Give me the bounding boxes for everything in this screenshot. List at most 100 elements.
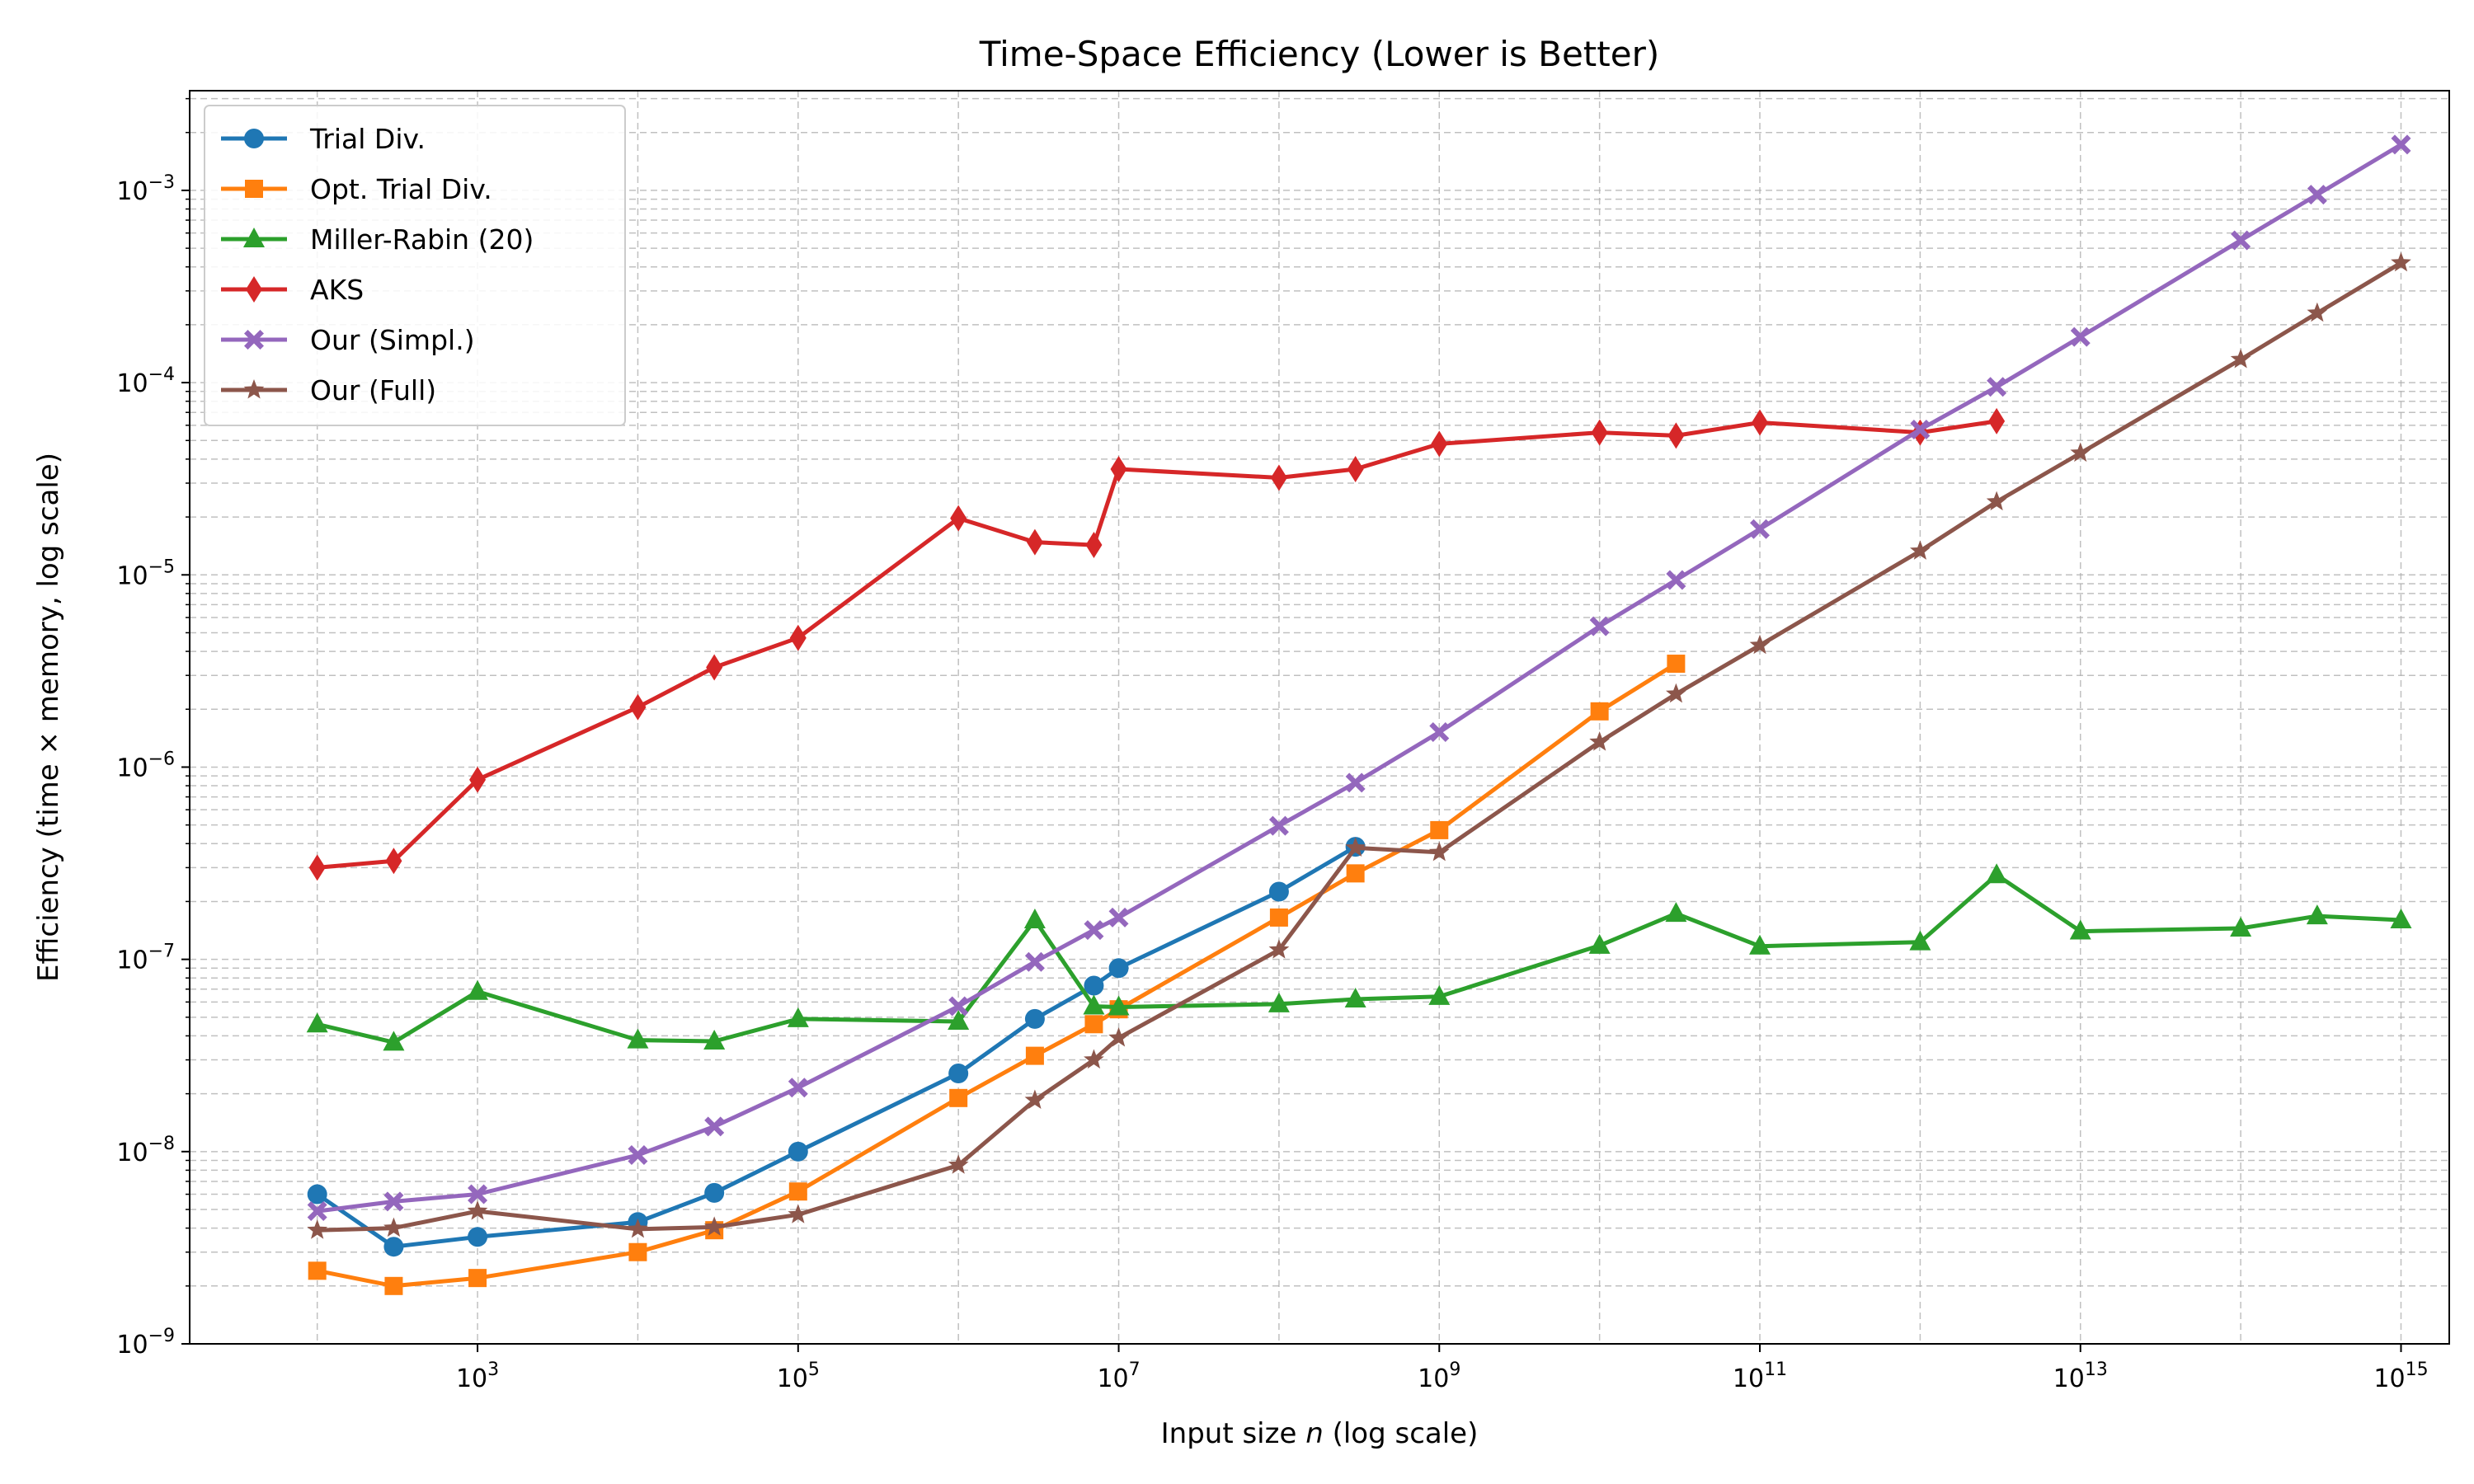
data-point bbox=[1108, 1026, 1129, 1047]
data-point bbox=[383, 1237, 404, 1257]
data-point bbox=[383, 1031, 405, 1051]
x-tick-label: 107 bbox=[1097, 1360, 1140, 1393]
data-point bbox=[1344, 988, 1366, 1008]
data-point bbox=[1108, 907, 1129, 928]
data-point bbox=[703, 1216, 725, 1236]
legend-item: Trial Div. bbox=[221, 123, 426, 155]
data-point bbox=[788, 1204, 809, 1223]
legend-item: Our (Full) bbox=[221, 374, 436, 406]
y-tick-label: 10−8 bbox=[116, 1134, 175, 1167]
data-point bbox=[1110, 455, 1127, 482]
legend-item: Our (Simpl.) bbox=[221, 324, 475, 356]
data-point bbox=[627, 1028, 649, 1049]
data-point bbox=[950, 505, 967, 532]
series-5 bbox=[307, 134, 2411, 1222]
x-tick-label: 109 bbox=[1418, 1360, 1460, 1393]
legend-item: Miller-Rabin (20) bbox=[221, 223, 534, 256]
data-point bbox=[706, 654, 723, 681]
data-point bbox=[467, 1200, 488, 1220]
data-point bbox=[1665, 902, 1687, 923]
data-point bbox=[1667, 655, 1686, 674]
data-point bbox=[704, 1116, 725, 1137]
data-point bbox=[2069, 919, 2091, 940]
data-point bbox=[1749, 634, 1771, 655]
y-axis-title: Efficiency (time × memory, log scale) bbox=[32, 453, 65, 982]
data-point bbox=[1085, 532, 1103, 559]
data-point bbox=[383, 1217, 404, 1237]
data-point bbox=[2231, 230, 2251, 251]
data-point bbox=[384, 1276, 403, 1295]
data-point bbox=[1429, 722, 1450, 743]
legend-marker bbox=[245, 180, 263, 198]
series-group bbox=[306, 134, 2412, 1295]
data-point bbox=[307, 1184, 327, 1205]
data-point bbox=[948, 1010, 970, 1031]
x-tick-label: 105 bbox=[777, 1360, 820, 1393]
data-point bbox=[1987, 377, 2007, 397]
series-line bbox=[317, 261, 2402, 1233]
data-point bbox=[383, 1191, 404, 1212]
data-point bbox=[2230, 917, 2252, 937]
legend-label: AKS bbox=[310, 274, 364, 306]
data-point bbox=[2070, 442, 2091, 463]
series-line bbox=[316, 844, 1357, 1249]
data-point bbox=[1986, 863, 2008, 884]
data-point bbox=[468, 1227, 488, 1247]
data-point bbox=[948, 996, 969, 1017]
data-point bbox=[2391, 251, 2411, 272]
data-point bbox=[628, 1144, 648, 1165]
data-point bbox=[628, 1242, 647, 1261]
data-point bbox=[308, 1261, 327, 1280]
legend-label: Opt. Trial Div. bbox=[310, 173, 492, 205]
legend-item: AKS bbox=[221, 274, 364, 306]
y-tick-label: 10−7 bbox=[116, 942, 175, 975]
data-point bbox=[788, 1078, 808, 1098]
y-tick-label: 10−6 bbox=[116, 749, 175, 782]
data-point bbox=[789, 624, 807, 651]
data-point bbox=[2306, 904, 2328, 925]
data-point bbox=[1024, 1089, 1046, 1110]
data-point bbox=[1024, 1008, 1045, 1029]
legend-marker bbox=[243, 228, 265, 247]
legend-label: Trial Div. bbox=[309, 123, 426, 155]
data-point bbox=[2390, 909, 2412, 929]
data-point bbox=[1988, 407, 2006, 434]
data-point bbox=[1750, 519, 1771, 539]
data-point bbox=[1108, 958, 1129, 979]
data-point bbox=[788, 1182, 807, 1201]
data-point bbox=[1268, 815, 1289, 836]
data-point bbox=[1667, 422, 1685, 449]
data-point bbox=[1268, 992, 1290, 1012]
data-point bbox=[703, 1029, 726, 1050]
plot-area bbox=[189, 90, 2450, 1345]
data-point bbox=[1270, 464, 1287, 491]
data-point bbox=[385, 848, 402, 875]
data-point bbox=[1752, 409, 1769, 436]
x-axis-title: Input size n (log scale) bbox=[1161, 1417, 1479, 1450]
x-tick-label: 1015 bbox=[2373, 1360, 2428, 1393]
data-point bbox=[1588, 933, 1611, 954]
data-point bbox=[1428, 984, 1451, 1005]
data-point bbox=[1909, 930, 1931, 951]
data-point bbox=[1346, 864, 1365, 883]
y-tick-label: 10−9 bbox=[116, 1326, 175, 1360]
data-point bbox=[308, 854, 326, 881]
data-point bbox=[629, 693, 647, 721]
series-2 bbox=[308, 655, 1686, 1295]
data-point bbox=[1084, 975, 1104, 996]
x-tick-label: 1013 bbox=[2053, 1360, 2108, 1393]
y-tick-label: 10−3 bbox=[116, 172, 175, 206]
data-point bbox=[1025, 1046, 1044, 1065]
series-6 bbox=[307, 251, 2411, 1239]
x-tick-label: 103 bbox=[456, 1360, 499, 1393]
legend: Trial Div. Opt. Trial Div. Miller-Rabin (2… bbox=[204, 105, 626, 426]
data-point bbox=[1023, 909, 1046, 929]
legend-item: Opt. Trial Div. bbox=[221, 173, 492, 205]
legend-box bbox=[204, 105, 626, 426]
data-point bbox=[2391, 134, 2411, 155]
data-point bbox=[306, 1012, 328, 1033]
data-point bbox=[307, 1201, 327, 1222]
data-point bbox=[1345, 837, 1366, 857]
data-point bbox=[1024, 951, 1045, 972]
